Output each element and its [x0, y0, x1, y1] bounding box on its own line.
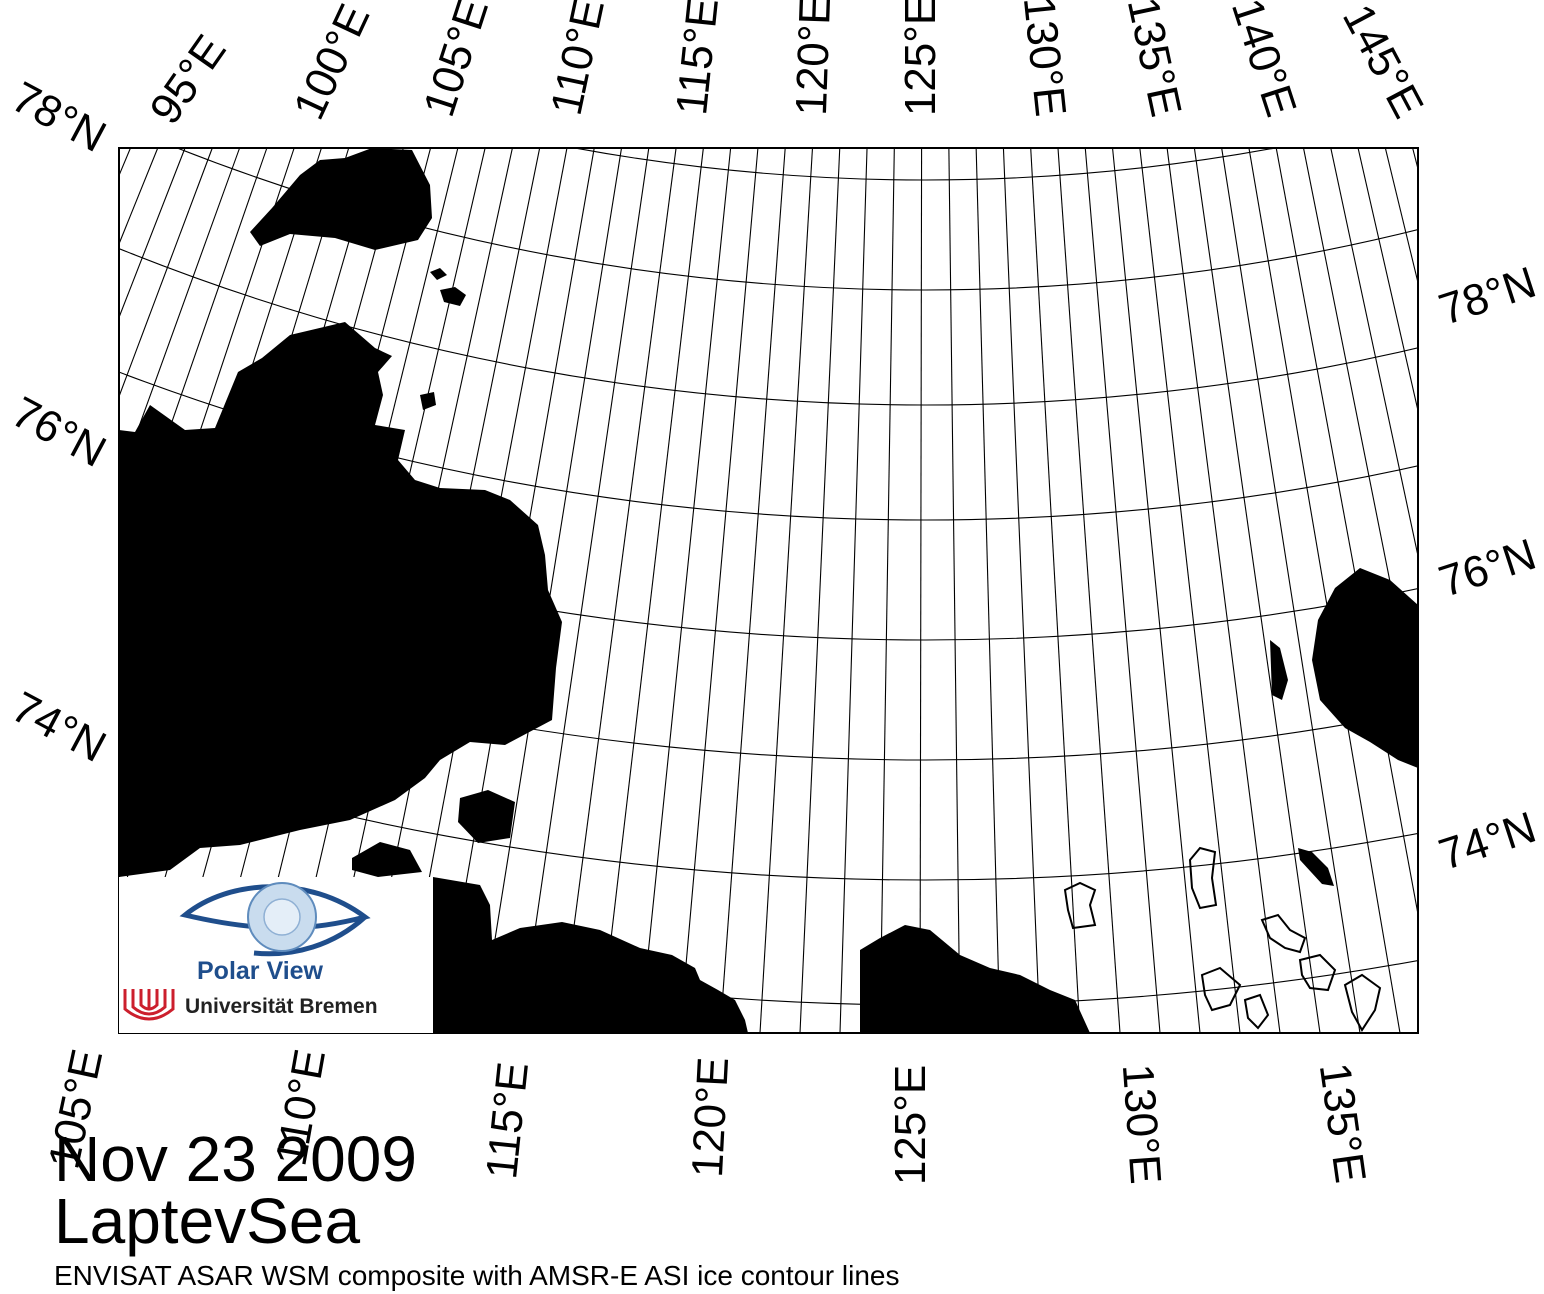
lon-label-top: 130°E	[1014, 0, 1075, 119]
lon-label-top: 95°E	[141, 26, 236, 133]
landmass-layer	[119, 148, 1418, 1033]
taymyr-peninsula	[119, 322, 562, 877]
meridian	[439, 147, 595, 1034]
meridian	[118, 147, 268, 575]
ice-contour	[1243, 993, 1270, 1030]
meridian	[919, 147, 923, 1034]
meridian	[1193, 147, 1321, 1034]
lat-label-left: 74°N	[4, 682, 114, 771]
lon-label-bottom: 125°E	[886, 1065, 935, 1185]
meridian	[1084, 147, 1161, 1034]
meridian	[1112, 147, 1201, 1034]
lon-label-top: 145°E	[1333, 0, 1433, 126]
lat-label-left: 78°N	[4, 72, 114, 161]
meridian	[118, 147, 322, 785]
meridian	[975, 147, 1001, 1034]
meridian	[118, 147, 295, 676]
meridian	[1166, 147, 1281, 1034]
lon-label-top: 110°E	[542, 0, 614, 119]
map-region-title: LaptevSea	[54, 1185, 361, 1257]
meridian	[759, 147, 814, 1034]
meridian	[559, 147, 677, 1034]
meridian	[118, 147, 131, 176]
graticule	[118, 147, 1419, 1034]
severnaya-zemlya-south	[250, 148, 432, 250]
map-description: ENVISAT ASAR WSM composite with AMSR-E A…	[54, 1260, 900, 1291]
islet-a	[440, 287, 466, 306]
islet-f	[1270, 640, 1288, 700]
meridian	[1030, 147, 1081, 1034]
lon-label-bottom: 135°E	[1310, 1060, 1375, 1186]
meridian	[1248, 147, 1401, 1034]
meridian	[118, 147, 241, 483]
islet-c	[420, 392, 436, 410]
lon-label-bottom: 115°E	[477, 1060, 538, 1182]
lon-label-top: 120°E	[787, 0, 840, 116]
lat-label-left: 76°N	[4, 387, 114, 476]
ice-contour	[1343, 973, 1382, 1032]
university-emblem-icon	[123, 989, 175, 1021]
lon-label-top: 125°E	[896, 0, 945, 116]
ice-contour	[1063, 881, 1097, 930]
meridian	[948, 147, 961, 1034]
lon-label-top: 135°E	[1118, 0, 1191, 121]
islet-d	[458, 790, 515, 843]
meridian	[839, 147, 868, 1034]
ice-contour	[1188, 846, 1218, 910]
meridian	[679, 147, 759, 1034]
khatanga-coast	[433, 877, 748, 1033]
meridian	[639, 147, 732, 1034]
lon-label-top: 100°E	[284, 0, 379, 127]
islet-e	[352, 842, 422, 877]
meridian	[1002, 147, 1041, 1034]
polar-view-logo: Polar View Universität Bremen	[119, 877, 433, 1033]
lon-label-top: 105°E	[414, 0, 498, 122]
meridian	[519, 147, 650, 1034]
islet-b	[430, 268, 447, 280]
meridian	[118, 147, 350, 905]
lon-label-top: 115°E	[667, 0, 728, 117]
meridian	[1302, 147, 1419, 723]
meridian	[719, 147, 786, 1034]
logo-title: Polar View	[197, 957, 323, 985]
islet-g	[1298, 848, 1334, 886]
eye-emblem-icon	[123, 882, 371, 1021]
meridian	[118, 147, 213, 397]
lena-delta	[860, 925, 1090, 1033]
meridian	[799, 147, 841, 1034]
lat-label-right: 74°N	[1433, 803, 1542, 880]
logo-institution: Universität Bremen	[185, 995, 378, 1018]
meridian	[1275, 147, 1419, 915]
meridian	[1057, 147, 1121, 1034]
new-siberian-island	[1312, 568, 1418, 768]
lon-label-top: 140°E	[1222, 0, 1306, 122]
meridian	[1139, 147, 1241, 1034]
map-date: Nov 23 2009	[54, 1123, 417, 1195]
meridian	[118, 147, 159, 245]
parallel	[574, 148, 1276, 180]
meridian	[879, 147, 895, 1034]
lat-label-right: 76°N	[1433, 530, 1542, 607]
meridian	[118, 147, 186, 318]
map-frame	[118, 147, 1419, 1034]
meridian	[1330, 147, 1419, 557]
meridian	[1357, 147, 1419, 411]
parallel	[176, 148, 1418, 290]
ice-contour	[1260, 913, 1307, 954]
meridian	[479, 147, 623, 1034]
lon-label-bottom: 120°E	[683, 1056, 738, 1179]
meridian	[599, 147, 704, 1034]
ice-contour	[1298, 953, 1337, 992]
ice-contour	[1200, 966, 1242, 1012]
lon-label-bottom: 130°E	[1113, 1062, 1170, 1185]
lat-label-right: 78°N	[1433, 258, 1542, 335]
meridian	[1384, 147, 1419, 283]
meridian	[1221, 147, 1361, 1034]
ice-contour-layer	[1063, 846, 1382, 1032]
